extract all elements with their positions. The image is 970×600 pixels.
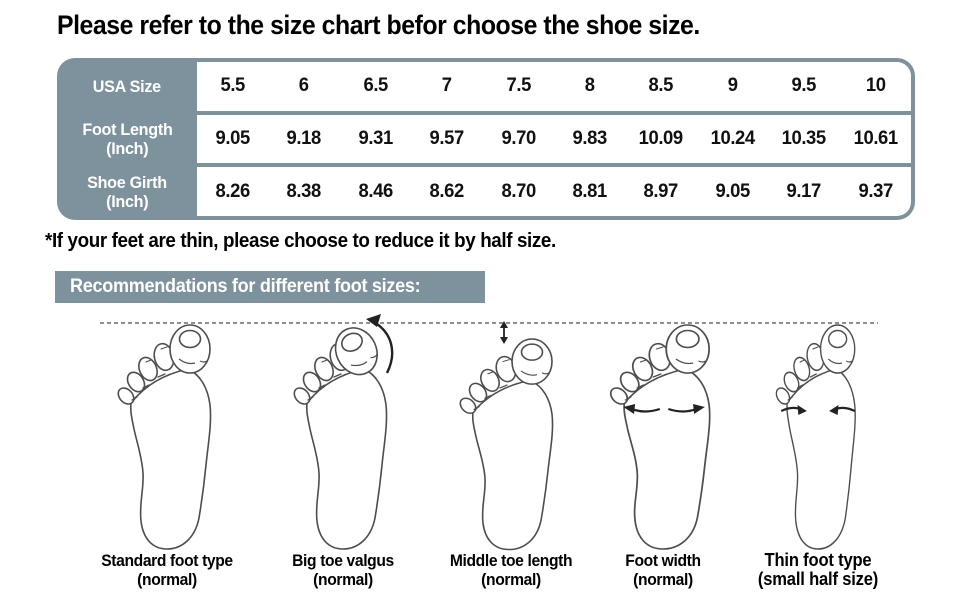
valgus-arrow-icon [366,314,394,374]
table-cell: 5.5 [220,75,245,97]
thin-feet-note: *If your feet are thin, please choose to… [45,230,556,252]
row-header-usa-size: USA Size [92,76,162,96]
table-cell: 10.09 [638,128,684,149]
table-cell: 8.46 [358,180,393,202]
table-cell: 8.81 [572,180,608,202]
caption-standard-foot: Standard foot type (normal) [101,551,233,589]
foot-illustration-foot-width [606,324,711,550]
table-cell: 10.35 [781,128,827,149]
table-cell: 9.37 [858,180,893,202]
table-cell: 8.62 [429,180,465,202]
row-header-shoe-girth: Shoe Girth (Inch) [87,172,167,211]
table-cell: 8.26 [215,180,251,202]
table-cell: 9.70 [501,128,536,149]
table-cell: 9.05 [715,180,750,202]
caption-middle-toe-length: Middle toe length (normal) [449,551,573,589]
table-cell: 8 [584,75,595,97]
table-cell: 10.61 [853,128,898,149]
table-cell: 10 [865,75,886,97]
table-cell: 9.83 [572,128,608,149]
foot-illustration-middle-toe-length [456,321,554,551]
table-cell: 8.38 [286,180,322,202]
page-title: Please refer to the size chart befor cho… [57,10,700,40]
row-values-shoe-girth: 8.26 8.38 8.46 8.62 8.70 8.81 8.97 9.05 … [197,167,911,217]
section-header-text: Recommendations for different foot sizes… [70,276,421,297]
caption-thin-foot: Thin foot type (small half size) [757,550,879,589]
caption-foot-width: Foot width (normal) [625,551,701,589]
table-cell: 10.24 [710,128,755,149]
foot-illustration-thin-foot [772,324,857,550]
table-cell: 6 [299,75,310,97]
table-cell: 9.5 [791,75,817,97]
table-cell: 9.17 [786,180,822,202]
row-values-usa-size: 5.5 6 6.5 7 7.5 8 8.5 9 9.5 10 [197,62,911,111]
foot-illustration-big-toe-valgus [290,314,394,550]
size-chart-table: USA Size 5.5 6 6.5 7 7.5 8 8.5 9 9.5 10 … [57,58,915,220]
table-cell: 9.05 [215,128,251,149]
row-values-foot-length: 9.05 9.18 9.31 9.57 9.70 9.83 10.09 10.2… [197,114,911,164]
table-row-foot-length: Foot Length (Inch) 9.05 9.18 9.31 9.57 9… [57,114,911,164]
table-cell: 8.70 [501,180,536,202]
toe-gap-arrow-icon [500,321,508,344]
table-cell: 9.57 [429,128,465,149]
table-cell: 8.97 [643,180,679,202]
table-cell: 8.5 [648,75,674,97]
width-in-arrows-icon [780,405,856,415]
table-cell: 9.31 [358,128,393,149]
toe-alignment-dotted-line [100,322,878,324]
table-cell: 9.18 [286,128,322,149]
table-cell: 6.5 [363,75,388,97]
section-header-banner: Recommendations for different foot sizes… [55,271,485,303]
table-row-shoe-girth: Shoe Girth (Inch) 8.26 8.38 8.46 8.62 8.… [57,167,911,217]
caption-big-toe-valgus: Big toe valgus (normal) [292,551,394,589]
table-cell: 7 [441,75,452,97]
table-cell: 7.5 [506,75,531,97]
width-out-arrows-icon [623,404,705,414]
table-cell: 9 [727,75,738,97]
table-row-usa-size: USA Size 5.5 6 6.5 7 7.5 8 8.5 9 9.5 10 [57,62,911,111]
row-header-foot-length: Foot Length (Inch) [81,120,173,158]
foot-illustration-standard [114,324,212,550]
